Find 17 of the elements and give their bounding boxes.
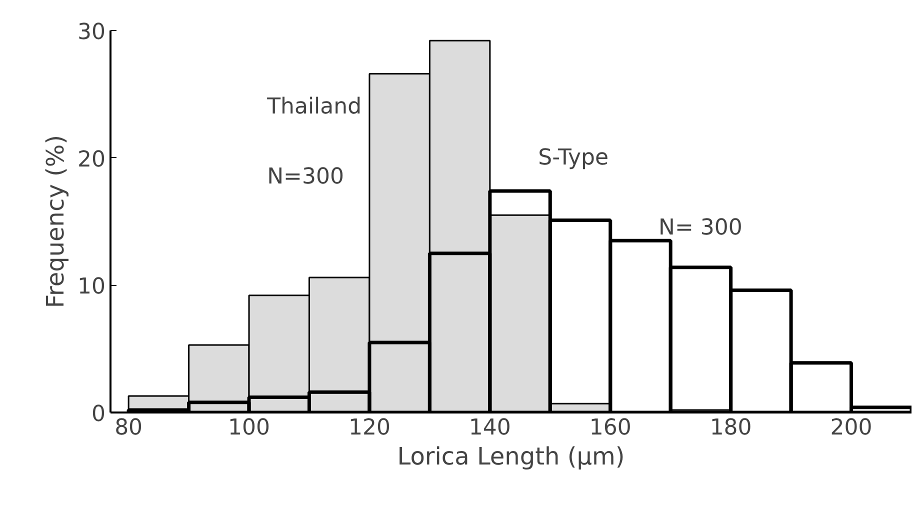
y-axis-title: Frequency (%) bbox=[42, 134, 70, 308]
x-tick-label: 100 bbox=[228, 416, 270, 440]
y-tick-label: 30 bbox=[78, 20, 106, 45]
series-label: S-Type bbox=[538, 146, 609, 171]
x-axis-title: Lorica Length (µm) bbox=[397, 442, 625, 470]
y-tick-label: 20 bbox=[78, 147, 106, 172]
x-tick-label: 180 bbox=[710, 416, 752, 440]
annotation: N=300 bbox=[267, 164, 344, 190]
x-tick-label: 120 bbox=[348, 416, 390, 440]
x-tick-label: 140 bbox=[468, 416, 511, 440]
x-tick-label: 200 bbox=[830, 416, 872, 440]
series-label: Thailand bbox=[266, 94, 362, 120]
y-tick-label: 0 bbox=[92, 402, 106, 427]
annotation: N= 300 bbox=[658, 216, 742, 241]
y-tick-label: 10 bbox=[78, 274, 106, 300]
x-tick-label: 80 bbox=[114, 416, 143, 440]
x-tick-label: 160 bbox=[589, 416, 632, 440]
